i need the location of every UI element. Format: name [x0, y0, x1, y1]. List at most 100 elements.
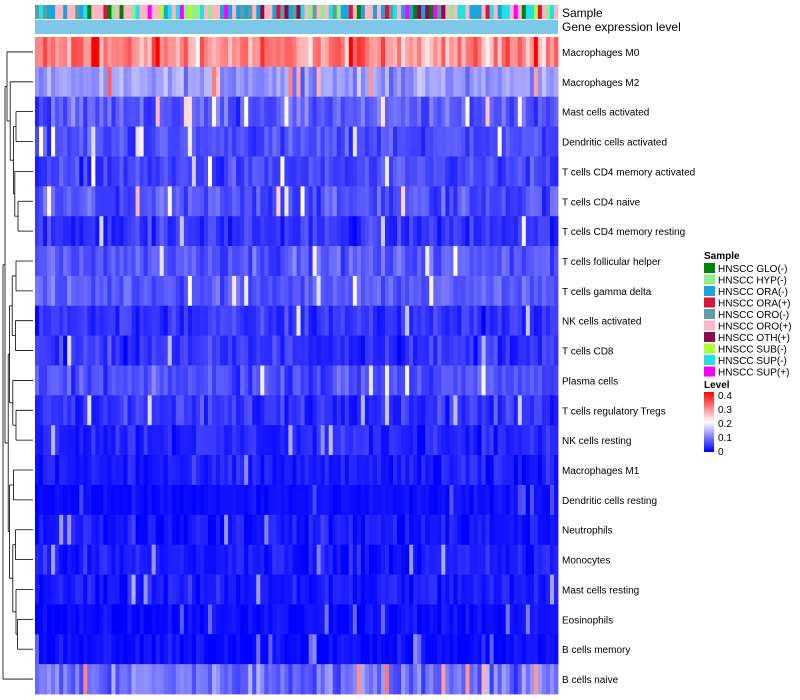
heatmap-cell [288, 66, 293, 98]
heatmap-cell [264, 514, 269, 546]
heatmap-cell [300, 604, 305, 635]
heatmap-cell [397, 186, 402, 217]
heatmap-cell [67, 335, 72, 366]
heatmap-cell [167, 335, 173, 366]
heatmap-cell [123, 425, 128, 456]
heatmap-cell [489, 66, 495, 98]
heatmap-cell [207, 484, 213, 516]
heatmap-cell [380, 425, 386, 456]
heatmap-cell [413, 395, 418, 426]
heatmap-cell [252, 126, 257, 157]
heatmap-cell [461, 186, 466, 217]
heatmap-cell [517, 634, 523, 665]
heatmap-cell [393, 484, 398, 516]
heatmap-cell [159, 275, 165, 307]
heatmap-cell [505, 37, 511, 68]
heatmap-cell [276, 335, 281, 366]
heatmap-cell [549, 305, 555, 337]
heatmap-cell [175, 66, 181, 98]
heatmap-cell [87, 156, 92, 187]
heatmap-cell [449, 305, 454, 337]
heatmap-cell [143, 395, 149, 426]
heatmap-cell [465, 126, 470, 157]
heatmap-cell [461, 664, 466, 695]
heatmap-cell [284, 365, 289, 396]
heatmap-cell [115, 96, 120, 127]
heatmap-cell [445, 664, 450, 695]
heatmap-cell [232, 335, 237, 366]
heatmap-cell [481, 664, 486, 695]
heatmap-cell [292, 604, 297, 635]
heatmap-cell [529, 335, 535, 366]
heatmap-cell [91, 66, 96, 98]
heatmap-cell [39, 484, 44, 516]
heatmap-cell [389, 126, 394, 157]
heatmap-cell [320, 455, 326, 486]
heatmap-cell [308, 246, 313, 277]
heatmap-cell [505, 216, 511, 247]
heatmap-cell [332, 186, 338, 217]
heatmap-cell [457, 544, 462, 575]
heatmap-cell [107, 37, 112, 68]
heatmap-cell [453, 425, 458, 456]
heatmap-cell [312, 365, 318, 396]
heatmap-cell [175, 37, 181, 68]
heatmap-cell [216, 305, 221, 337]
heatmap-cell [453, 37, 458, 68]
heatmap-cell [179, 574, 185, 605]
heatmap-cell [87, 37, 92, 68]
heatmap-cell [300, 664, 305, 695]
heatmap-cell [517, 544, 523, 575]
heatmap-cell [199, 574, 205, 605]
heatmap-cell [521, 186, 527, 217]
heatmap-cell [376, 186, 382, 217]
heatmap-cell [127, 574, 132, 605]
heatmap-cell [376, 664, 382, 695]
heatmap-cell [131, 246, 136, 277]
heatmap-cell [300, 335, 305, 366]
heatmap-cell [248, 126, 253, 157]
heatmap-cell [517, 246, 523, 277]
heatmap-cell [47, 335, 52, 366]
heatmap-cell [553, 425, 559, 456]
heatmap-cell [541, 305, 547, 337]
heatmap-cell [380, 544, 386, 575]
heatmap-cell [139, 66, 145, 98]
heatmap-cell [175, 484, 181, 516]
heatmap-cell [203, 186, 209, 217]
heatmap-cell [123, 574, 128, 605]
heatmap-cell [123, 126, 128, 157]
heatmap-cell [421, 425, 426, 456]
heatmap-cell [276, 126, 281, 157]
sample-annotation-cell [111, 5, 116, 19]
heatmap-cell [135, 275, 140, 307]
heatmap-cell [103, 544, 108, 575]
heatmap-cell [240, 156, 245, 187]
heatmap-cell [465, 335, 470, 366]
heatmap-cell [316, 604, 322, 635]
heatmap-cell [159, 96, 165, 127]
heatmap-cell [147, 96, 153, 127]
heatmap-cell [216, 66, 221, 98]
heatmap-cell [292, 96, 297, 127]
heatmap-cell [59, 96, 64, 127]
heatmap-cell [461, 425, 466, 456]
heatmap-cell [360, 275, 366, 307]
heatmap-cell [187, 604, 193, 635]
heatmap-cell [95, 664, 100, 695]
sample-annotation-cell [497, 5, 503, 19]
heatmap-cell [409, 66, 414, 98]
heatmap-cell [340, 186, 346, 217]
heatmap-cell [83, 395, 88, 426]
heatmap-cell [344, 514, 350, 546]
heatmap-cell [304, 126, 309, 157]
heatmap-cell [437, 275, 442, 307]
heatmap-cell [39, 216, 44, 247]
heatmap-cell [55, 305, 60, 337]
heatmap-cell [143, 305, 149, 337]
heatmap-cell [232, 544, 237, 575]
heatmap-cell [103, 186, 108, 217]
heatmap-cell [183, 66, 189, 98]
heatmap-cell [75, 455, 80, 486]
heatmap-cell [352, 37, 358, 68]
